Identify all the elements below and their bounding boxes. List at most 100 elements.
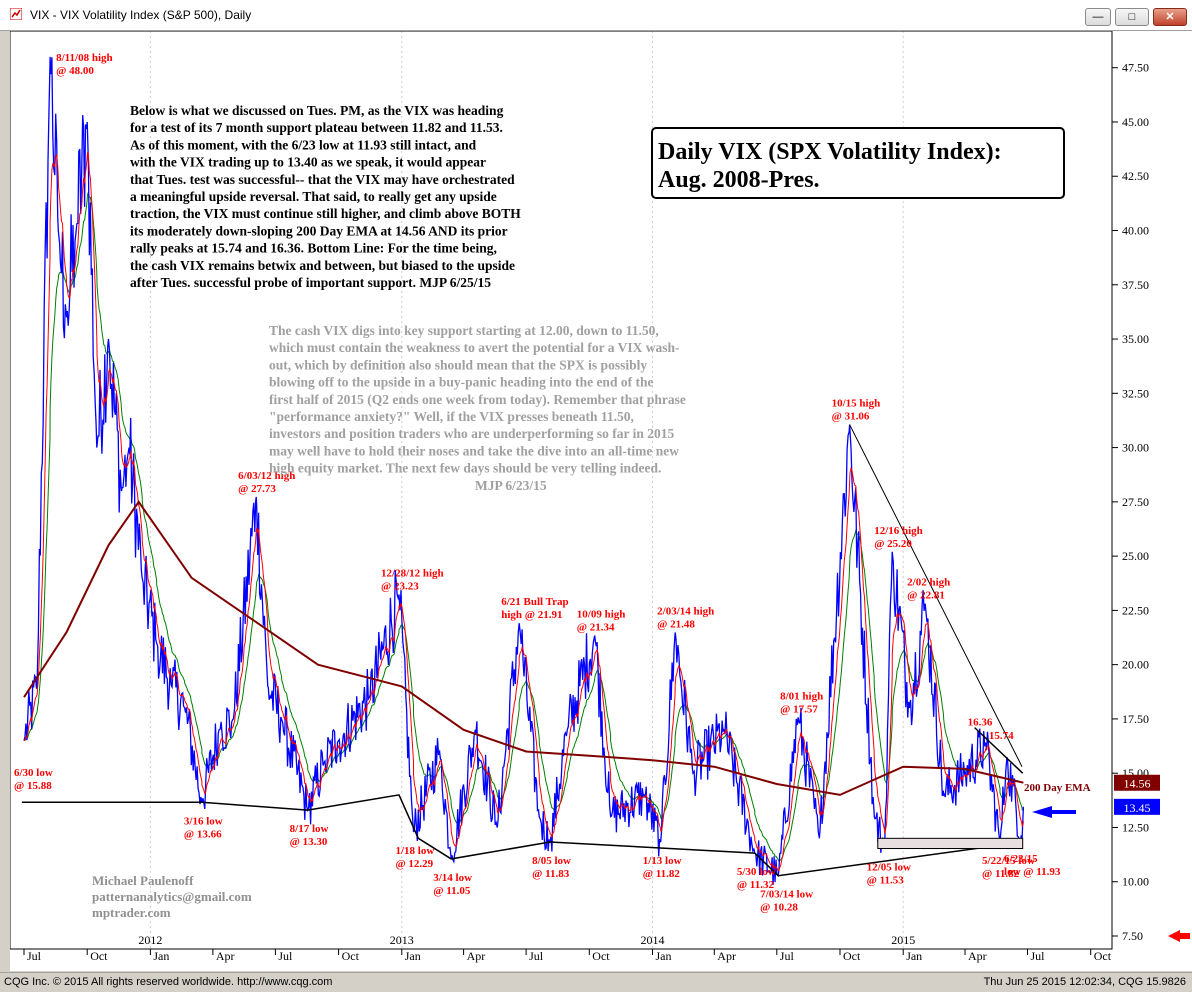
annotation: 2/03/14 high@ 21.48 xyxy=(657,606,714,631)
y-tick-label: 27.50 xyxy=(1122,495,1149,509)
comment-grey-line: blowing off to the upside in a buy-panic… xyxy=(269,375,653,390)
price-tags: 14.56 13.45 xyxy=(1114,774,1160,815)
annotation-label: 10/09 high xyxy=(577,609,626,621)
annotation-value: @ 15.88 xyxy=(14,780,52,792)
comment-black-line: rally peaks at 15.74 and 16.36. Bottom L… xyxy=(130,241,497,256)
annotation: 2/02 high@ 22.81 xyxy=(907,577,950,602)
y-tick-label: 35.00 xyxy=(1122,332,1149,346)
y-tick-label: 17.50 xyxy=(1122,712,1149,726)
comment-grey-line: The cash VIX digs into key support start… xyxy=(269,323,659,338)
annotation: 8/01 high@ 17.57 xyxy=(780,690,823,715)
annotation-value: @ 17.57 xyxy=(780,703,818,715)
annotation-value: @ 11.32 xyxy=(737,879,775,891)
annotation-label: 10/15 high xyxy=(832,398,881,410)
annotation-label: 6/23/15 xyxy=(1004,853,1038,865)
annotation: 1/18 low@ 12.29 xyxy=(395,845,434,870)
x-year-label: 2013 xyxy=(390,933,414,947)
x-month-label: Jul xyxy=(780,949,795,963)
annotation-label: 1/13 low xyxy=(643,855,682,867)
comment-black-line: the cash VIX remains betwix and between,… xyxy=(130,258,515,273)
annotation-value: @ 21.34 xyxy=(577,622,615,634)
annotation: 6/30 low@ 15.88 xyxy=(14,767,53,792)
price-tag-label: 14.56 xyxy=(1124,777,1151,791)
annotation-label: 12/05 low xyxy=(867,862,911,874)
annotation: 1/13 low@ 11.82 xyxy=(643,855,682,880)
annotation: 10/09 high@ 21.34 xyxy=(577,609,626,634)
annotation-value: @ 48.00 xyxy=(56,65,94,77)
comment-grey-line: out, which by definition also should mea… xyxy=(269,357,647,372)
x-month-label: Apr xyxy=(467,949,486,963)
comment-black-line: Below is what we discussed on Tues. PM, … xyxy=(130,103,504,118)
minimize-button[interactable]: — xyxy=(1085,8,1111,26)
y-tick-label: 25.00 xyxy=(1122,549,1149,563)
annotation-value: @ 11.82 xyxy=(982,868,1020,880)
annotation-label: 2/03/14 high xyxy=(657,606,714,618)
annotation-label: 15.74 xyxy=(989,730,1014,742)
author-line: Michael Paulenoff xyxy=(92,873,194,888)
annotation-value: @ 25.20 xyxy=(874,538,912,550)
annotation: 5/30 low@ 11.32 xyxy=(737,866,776,891)
annotation-label: 6/03/12 high xyxy=(238,470,295,482)
scroll-left-arrow-icon[interactable] xyxy=(1168,930,1190,942)
annotation-value: @ 10.28 xyxy=(760,902,798,914)
annotation-value: @ 13.66 xyxy=(184,828,222,840)
price-line xyxy=(23,56,1025,885)
headline-box: Daily VIX (SPX Volatility Index): Aug. 2… xyxy=(651,127,1065,199)
status-timestamp: Thu Jun 25 2015 12:02:34, CQG 15.9826 xyxy=(983,976,1186,988)
x-month-label: Jul xyxy=(278,949,293,963)
y-tick-label: 22.50 xyxy=(1122,603,1149,617)
annotation: 8/17 low@ 13.30 xyxy=(290,823,329,848)
maximize-button[interactable]: □ xyxy=(1115,8,1149,26)
annotation-value: @ 11.83 xyxy=(532,868,570,880)
x-month-label: Apr xyxy=(216,949,235,963)
x-month-label: Jan xyxy=(405,949,421,963)
support-zone-box xyxy=(877,837,1024,850)
ema-red-line xyxy=(23,152,1024,872)
vix-chart[interactable]: 47.50 45.00 42.50 40.00 37.50 35.00 32.50 30.00… xyxy=(9,30,1192,971)
y-tick-label: 37.50 xyxy=(1122,278,1149,292)
comment-grey-line: may well have to hold their noses and ta… xyxy=(269,443,679,458)
annotation: 15.74 xyxy=(989,730,1014,742)
annotation-label: 3/14 low xyxy=(433,872,472,884)
chart-area[interactable]: 47.50 45.00 42.50 40.00 37.50 35.00 32.50 30.00… xyxy=(9,30,1192,971)
annotations: 8/11/08 high@ 48.00 6/30 low@ 15.88 3/16 l… xyxy=(14,52,1061,914)
annotation-label: 8/05 low xyxy=(532,855,571,867)
annotation-value: @ 11.82 xyxy=(643,868,681,880)
author-line: patternanalytics@gmail.com xyxy=(92,889,252,904)
annotation-label: 8/17 low xyxy=(290,823,329,835)
x-month-label: Jan xyxy=(906,949,922,963)
annotation-value: @ 27.73 xyxy=(238,483,276,495)
annotation-label: 2/02 high xyxy=(907,577,950,589)
short-resistance-trendline xyxy=(974,727,1024,774)
annotation-label: 12/16 high xyxy=(874,525,923,537)
x-month-label: Jul xyxy=(529,949,544,963)
annotation-value: high @ 21.91 xyxy=(501,609,562,621)
window-title: VIX - VIX Volatility Index (S&P 500), Da… xyxy=(30,8,252,22)
comment-black-line: its moderately down-sloping 200 Day EMA … xyxy=(130,223,508,238)
y-axis: 47.50 45.00 42.50 40.00 37.50 35.00 32.50 30.00… xyxy=(1111,31,1149,949)
y-tick-label: 32.50 xyxy=(1122,386,1149,400)
y-tick-label: 7.50 xyxy=(1122,929,1143,943)
close-button[interactable]: ✕ xyxy=(1153,8,1187,26)
y-tick-label: 42.50 xyxy=(1122,169,1149,183)
annotation-label: 1/18 low xyxy=(395,845,434,857)
comment-black-line: that Tues. test was successful-- that th… xyxy=(130,172,515,187)
author-line: mptrader.com xyxy=(92,905,171,920)
x-month-label: Jan xyxy=(153,949,169,963)
annotation-label: 5/22/15 low xyxy=(982,855,1035,867)
x-month-label: Apr xyxy=(717,949,736,963)
annotation-value: @ 31.06 xyxy=(832,411,870,423)
x-month-label: Oct xyxy=(342,949,360,963)
annotation: 10/15 high@ 31.06 xyxy=(832,398,881,423)
window-titlebar: VIX - VIX Volatility Index (S&P 500), Da… xyxy=(0,0,1192,31)
y-tick-label: 10.00 xyxy=(1122,875,1149,889)
y-tick-label: 47.50 xyxy=(1122,61,1149,75)
comment-black-line: after Tues. successful probe of importan… xyxy=(130,275,491,290)
y-tick-label: 45.00 xyxy=(1122,115,1149,129)
y-tick-label: 12.50 xyxy=(1122,820,1149,834)
annotation-label: 6/30 low xyxy=(14,767,53,779)
x-year-label: 2012 xyxy=(138,933,162,947)
headline-line1: Daily VIX (SPX Volatility Index): xyxy=(658,139,1002,165)
